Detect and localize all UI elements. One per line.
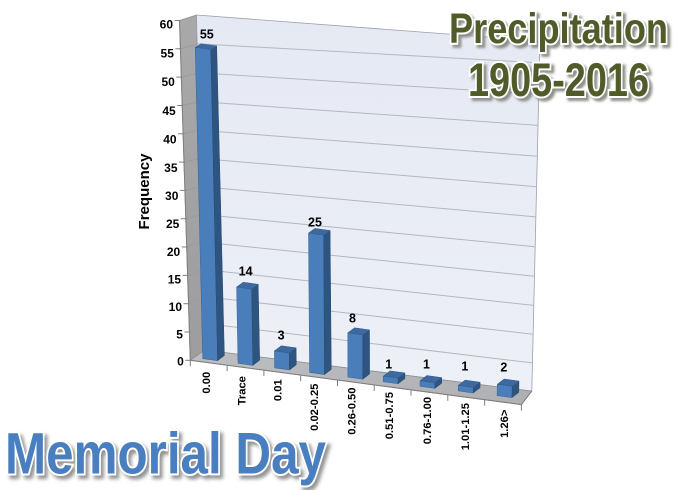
svg-text:15: 15 [168, 273, 182, 287]
svg-text:14: 14 [239, 264, 253, 278]
svg-text:0.02-0.25: 0.02-0.25 [309, 384, 321, 431]
svg-text:Precipitation: Precipitation [449, 5, 668, 53]
svg-text:55: 55 [200, 27, 214, 41]
svg-text:2: 2 [500, 361, 507, 375]
svg-text:55: 55 [161, 46, 175, 60]
svg-text:1: 1 [385, 358, 392, 372]
svg-text:1: 1 [461, 360, 468, 374]
svg-text:1.26>: 1.26> [499, 409, 511, 438]
svg-text:8: 8 [349, 312, 356, 326]
svg-text:0.01: 0.01 [272, 379, 284, 401]
svg-text:0.76-1.00: 0.76-1.00 [422, 397, 434, 444]
svg-text:5: 5 [176, 327, 183, 341]
svg-text:25: 25 [308, 216, 322, 230]
svg-text:45: 45 [162, 104, 176, 118]
svg-text:Trace: Trace [237, 376, 249, 405]
svg-text:1: 1 [423, 358, 430, 372]
svg-text:25: 25 [166, 217, 180, 231]
svg-text:50: 50 [161, 75, 175, 89]
svg-text:0: 0 [177, 355, 184, 369]
svg-text:3: 3 [278, 329, 285, 343]
svg-text:Memorial Day: Memorial Day [5, 422, 326, 487]
svg-text:Frequency: Frequency [136, 153, 153, 230]
svg-text:0.51-0.75: 0.51-0.75 [384, 392, 396, 439]
svg-text:20: 20 [167, 245, 181, 259]
svg-text:35: 35 [164, 161, 178, 175]
svg-text:60: 60 [160, 17, 174, 31]
svg-text:40: 40 [163, 133, 177, 147]
svg-text:1.01-1.25: 1.01-1.25 [460, 403, 472, 450]
svg-text:1905-2016: 1905-2016 [468, 53, 649, 106]
svg-text:10: 10 [169, 300, 183, 314]
svg-text:0.00: 0.00 [201, 372, 213, 394]
svg-text:30: 30 [165, 189, 179, 203]
svg-text:0.26-0.50: 0.26-0.50 [346, 388, 358, 435]
